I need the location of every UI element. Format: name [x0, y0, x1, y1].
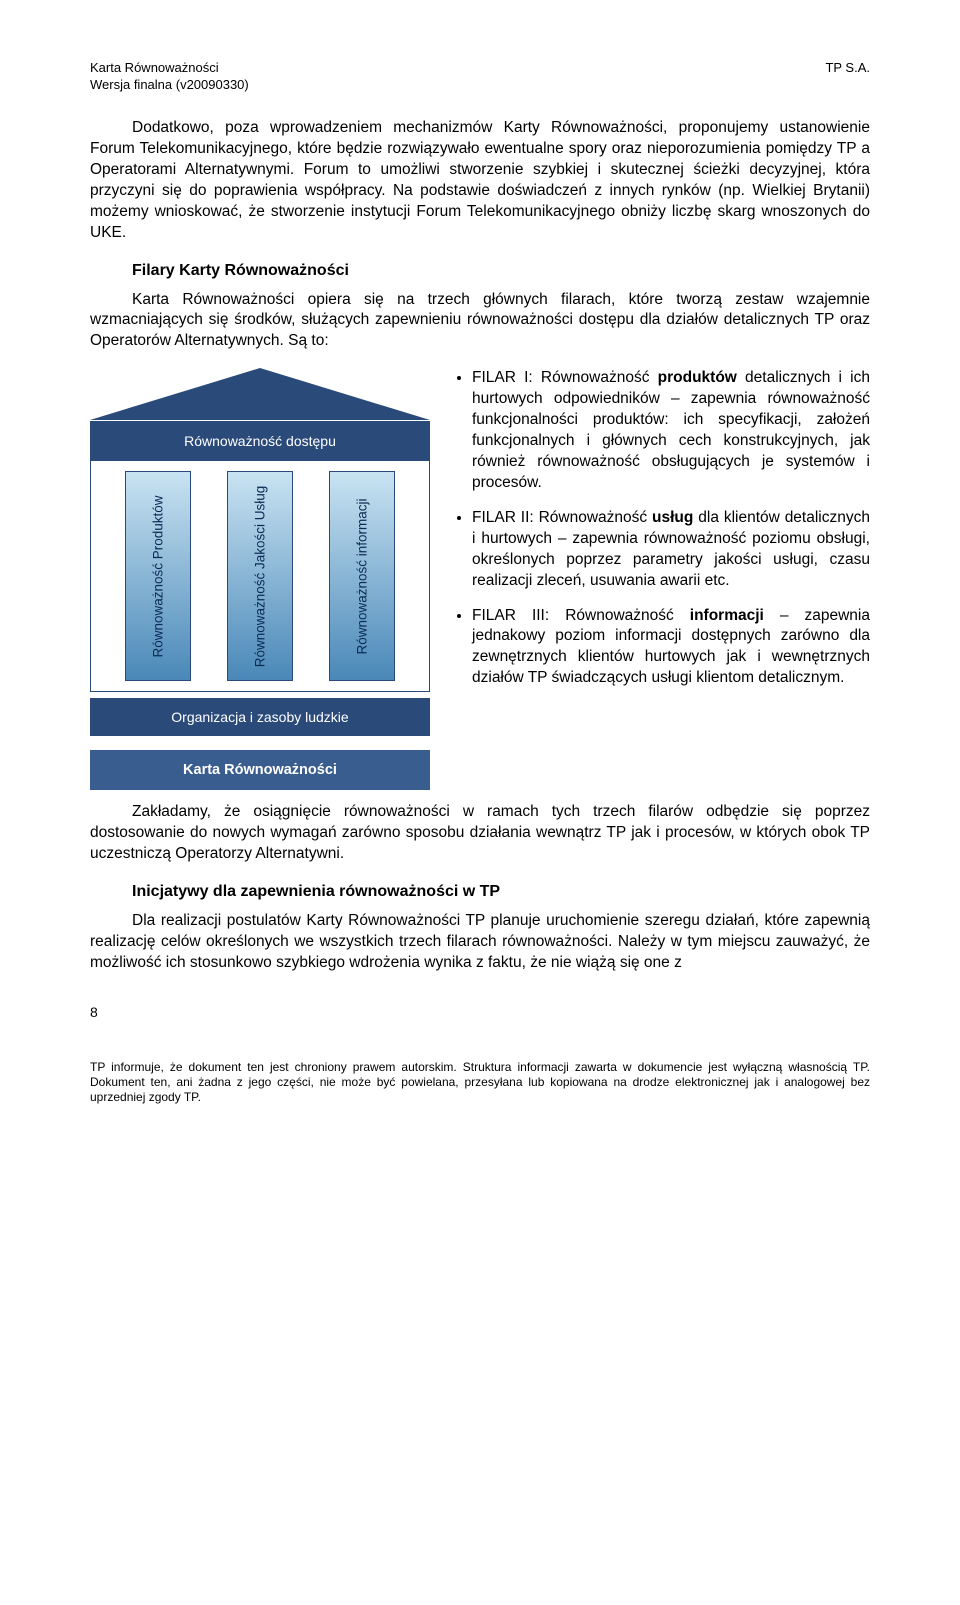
bullet-filar-1: FILAR I: Równoważność produktów detalicz…	[472, 368, 870, 494]
diagram-pillar-2: Równoważność Jakości Usług	[227, 471, 293, 681]
header-right: TP S.A.	[825, 60, 870, 75]
b3-bold: informacji	[690, 607, 764, 624]
b2-bold: usług	[652, 509, 693, 526]
footer-note: TP informuje, że dokument ten jest chron…	[90, 1060, 870, 1105]
diagram-pillars-row: Równoważność Produktów Równoważność Jako…	[90, 461, 430, 692]
paragraph-intro: Dodatkowo, poza wprowadzeniem mechanizmó…	[90, 118, 870, 244]
diagram-pillar-1: Równoważność Produktów	[125, 471, 191, 681]
b1-lead: FILAR I: Równoważność	[472, 369, 658, 386]
paragraph-inicjatywy: Dla realizacji postulatów Karty Równoważ…	[90, 911, 870, 974]
diagram-base-2: Karta Równoważności	[90, 750, 430, 790]
bullet-filar-3: FILAR III: Równoważność informacji – zap…	[472, 606, 870, 690]
header-sub: Wersja finalna (v20090330)	[90, 77, 870, 92]
pillars-diagram: Równoważność dostępu Równoważność Produk…	[90, 368, 430, 790]
pillar-2-label: Równoważność Jakości Usług	[253, 486, 268, 668]
paragraph-conclusion: Zakładamy, że osiągnięcie równoważności …	[90, 802, 870, 865]
paragraph-filary-intro: Karta Równoważności opiera się na trzech…	[90, 290, 870, 353]
bullet-filar-2: FILAR II: Równoważność usług dla klientó…	[472, 508, 870, 592]
header-left: Karta Równoważności	[90, 60, 219, 75]
filary-bullet-list: FILAR I: Równoważność produktów detalicz…	[448, 368, 870, 790]
diagram-pillar-3: Równoważność informacji	[329, 471, 395, 681]
pillar-3-label: Równoważność informacji	[355, 498, 370, 654]
diagram-base-1: Organizacja i zasoby ludzkie	[90, 698, 430, 736]
section-title-filary: Filary Karty Równoważności	[132, 262, 870, 280]
b3-lead: FILAR III: Równoważność	[472, 607, 690, 624]
b1-rest: detalicznych i ich hurtowych odpowiednik…	[472, 369, 870, 491]
page-number: 8	[90, 1004, 870, 1020]
b2-lead: FILAR II: Równoważność	[472, 509, 652, 526]
b1-bold: produktów	[658, 369, 737, 386]
diagram-roof	[90, 368, 430, 420]
diagram-roof-label: Równoważność dostępu	[90, 420, 430, 461]
section-title-inicjatywy: Inicjatywy dla zapewnienia równoważności…	[132, 883, 870, 901]
pillar-1-label: Równoważność Produktów	[151, 495, 166, 657]
